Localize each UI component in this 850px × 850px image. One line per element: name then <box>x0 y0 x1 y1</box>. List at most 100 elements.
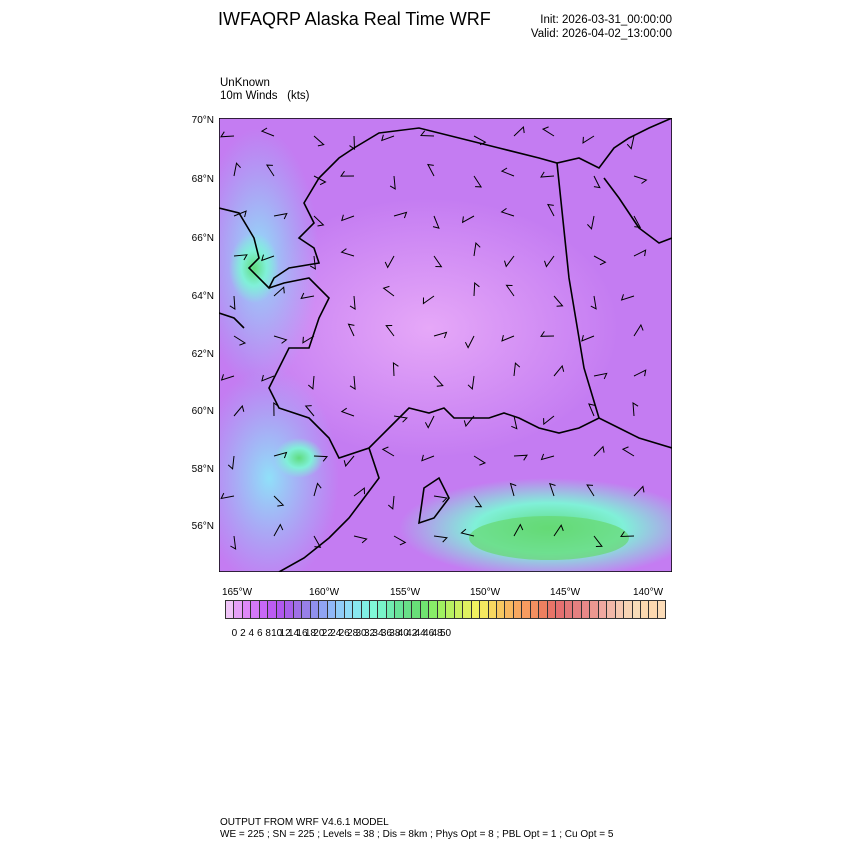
wind-barb <box>420 130 435 137</box>
colorbar-box <box>649 601 658 618</box>
wind-barb <box>513 362 521 377</box>
colorbar-box <box>412 601 421 618</box>
wind-barb <box>220 374 235 381</box>
wind-barb <box>349 135 356 150</box>
wind-barb <box>500 207 515 217</box>
colorbar-box <box>353 601 362 618</box>
colorbar-box <box>276 601 286 618</box>
colorbar-label: 4 <box>248 628 255 639</box>
lat-label: 66°N <box>191 233 214 244</box>
wind-barb <box>549 482 556 497</box>
colorbar-box <box>285 601 294 618</box>
wind-barb <box>473 455 487 466</box>
wind-barb <box>313 135 325 147</box>
wind-barb <box>273 451 288 459</box>
wind-barb <box>340 407 355 417</box>
colorbar-box <box>251 601 260 618</box>
coastlines <box>219 118 672 572</box>
wind-barb <box>587 215 595 230</box>
wind-barb <box>632 402 639 417</box>
colorbar-label: 22 <box>321 628 333 639</box>
wind-barb <box>460 528 475 537</box>
colorbar-label: 36 <box>380 628 392 639</box>
colorbar-box <box>446 601 455 618</box>
wind-barb <box>349 295 356 310</box>
wind-barb <box>230 535 237 550</box>
colorbar-box <box>226 601 235 618</box>
wind-barb <box>313 535 322 548</box>
wind-barb <box>513 454 528 461</box>
wind-barb <box>540 331 555 337</box>
wind-barb <box>588 403 595 417</box>
colorbar-box <box>573 601 582 618</box>
colorbar-label: 42 <box>406 628 418 639</box>
wind-barb <box>473 175 483 188</box>
wind-barb <box>473 495 483 508</box>
wind-barb <box>381 134 395 142</box>
wind-barb <box>467 375 475 390</box>
colorbar-box <box>319 601 328 618</box>
lon-label: 165°W <box>221 587 253 598</box>
colorbar-label: 48 <box>431 628 443 639</box>
colorbar-box <box>310 601 320 618</box>
wind-barb <box>260 127 275 137</box>
colorbar-box <box>454 601 464 618</box>
wind-barb <box>313 215 325 227</box>
colorbar-box <box>420 601 430 618</box>
colorbar-label: 34 <box>372 628 384 639</box>
lat-label: 62°N <box>191 349 214 360</box>
wind-barb <box>233 404 245 417</box>
land-speed-field <box>239 198 619 458</box>
model-config: WE = 225 ; SN = 225 ; Levels = 38 ; Dis … <box>220 829 614 840</box>
wind-barb <box>513 125 525 137</box>
wind-barb <box>382 285 395 297</box>
wind-barb <box>393 211 408 219</box>
colorbar-box <box>386 601 396 618</box>
wind-barb <box>233 210 247 218</box>
bristol-bay-jet <box>274 438 324 478</box>
wind-barb <box>381 446 395 457</box>
wind-barb <box>385 325 395 337</box>
wind-barb <box>387 495 395 510</box>
wind-barb <box>347 323 355 337</box>
colorbar-box <box>640 601 650 618</box>
wind-barb <box>309 255 317 270</box>
wind-barb <box>582 135 595 144</box>
wind-barb <box>473 242 481 257</box>
colorbar-box <box>395 601 404 618</box>
wind-barb <box>509 482 517 497</box>
colorbar-box <box>463 601 472 618</box>
colorbar-label: 28 <box>347 628 359 639</box>
wind-barb <box>620 294 635 301</box>
colorbar-box <box>590 601 599 618</box>
wind-barb <box>393 415 408 423</box>
lon-label: 155°W <box>389 587 421 598</box>
wind-barb <box>261 254 275 262</box>
wind-barb <box>463 415 475 428</box>
wind-barb <box>353 535 368 544</box>
wind-barb <box>633 215 642 229</box>
colorbar-box <box>564 601 574 618</box>
colorbar-label: 46 <box>423 628 435 639</box>
wind-barb <box>593 175 601 189</box>
wind-barb <box>233 335 247 346</box>
wind-barb <box>422 295 435 305</box>
wind-barb <box>273 402 279 417</box>
lat-label: 60°N <box>191 406 214 417</box>
wind-barb <box>504 255 515 268</box>
wind-barb <box>343 455 355 468</box>
colorbar-box <box>480 601 489 618</box>
wind-barb <box>233 254 248 261</box>
colorbar-label: 16 <box>296 628 308 639</box>
lat-label: 58°N <box>191 464 214 475</box>
wind-barb <box>511 415 518 430</box>
wind-barb <box>261 374 275 382</box>
wind-barb <box>433 331 448 339</box>
wind-barb <box>593 372 608 380</box>
wind-barb <box>546 203 555 217</box>
wind-barb <box>590 295 597 310</box>
wind-barb <box>433 375 444 387</box>
colorbar-box <box>539 601 548 618</box>
init-time: Init: 2026-03-31_00:00:00 <box>540 14 672 26</box>
